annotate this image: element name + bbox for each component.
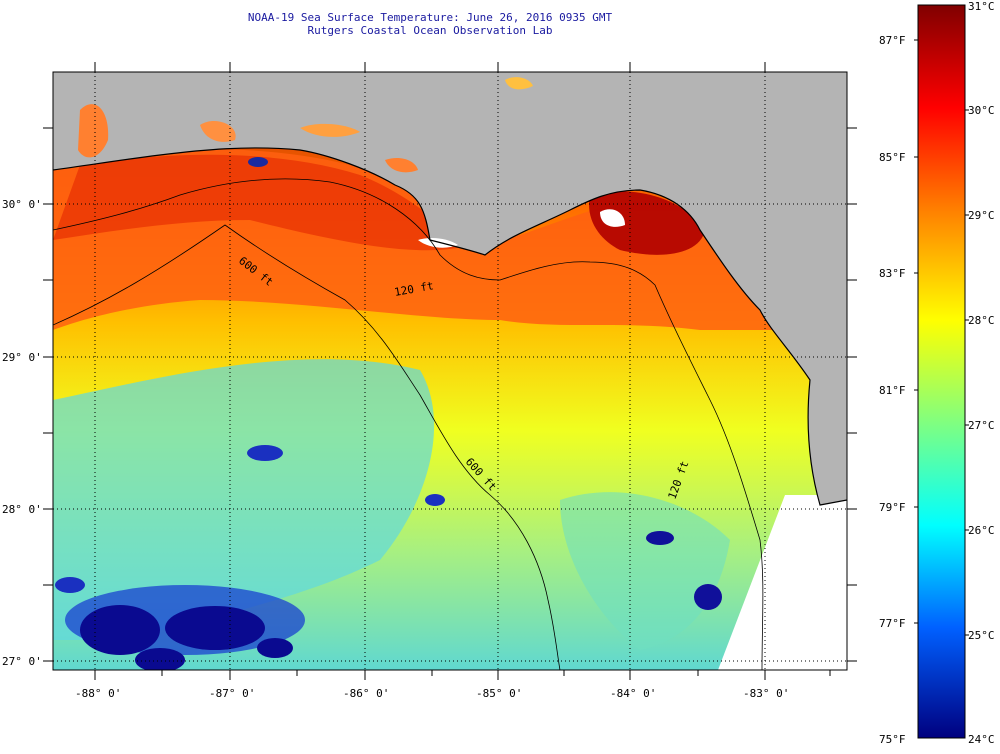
bay-water <box>78 104 109 158</box>
bay-water <box>200 120 236 142</box>
lat-label: 28° 0' <box>2 503 42 516</box>
bay-water <box>505 77 533 90</box>
colorbar-ticks <box>914 39 969 636</box>
colorbar-celsius-label: 31°C <box>968 0 995 13</box>
colorbar-celsius-label: 26°C <box>968 524 995 537</box>
cold-patch <box>55 577 85 593</box>
colorbar-fahrenheit-label: 83°F <box>879 267 906 280</box>
lon-label: -85° 0' <box>476 687 522 700</box>
colorbar-fahrenheit-label: 87°F <box>879 34 906 47</box>
hot-coastal-band <box>53 154 470 251</box>
lon-label: -84° 0' <box>610 687 656 700</box>
cold-patch <box>257 638 293 658</box>
no-data-swath <box>718 495 847 670</box>
lon-label: -88° 0' <box>75 687 121 700</box>
tick-marks <box>43 62 857 680</box>
colorbar-celsius-label: 28°C <box>968 314 995 327</box>
cool-patch-east <box>560 492 730 650</box>
no-data-patch <box>600 209 625 227</box>
bay-water <box>300 123 360 137</box>
colorbar-celsius-label: 24°C <box>968 733 995 746</box>
no-data-patch <box>418 237 458 248</box>
cold-patch <box>646 531 674 545</box>
lat-label: 27° 0' <box>2 655 42 668</box>
map-subtitle: Rutgers Coastal Ocean Observation Lab <box>307 24 553 37</box>
cold-patch <box>135 648 185 670</box>
colorbar-fahrenheit-label: 79°F <box>879 501 906 514</box>
graticule <box>53 72 847 670</box>
cold-patch <box>80 605 160 655</box>
colorbar-celsius-label: 27°C <box>968 419 995 432</box>
colorbar-celsius-label: 25°C <box>968 629 995 642</box>
cool-offshore-area <box>53 359 435 640</box>
colorbar-celsius-label: 30°C <box>968 104 995 117</box>
bay-water <box>385 158 418 173</box>
lat-label: 29° 0' <box>2 351 42 364</box>
big-bend-hot-patch <box>589 191 705 255</box>
isobath-600ft <box>53 224 561 670</box>
coastline <box>53 147 847 506</box>
colorbar-fahrenheit-label: 75°F <box>879 733 906 746</box>
colorbar-fahrenheit-label: 77°F <box>879 617 906 630</box>
cold-patch <box>165 606 265 650</box>
lat-label: 30° 0' <box>2 198 42 211</box>
lon-label: -83° 0' <box>743 687 789 700</box>
colorbar-fahrenheit-label: 85°F <box>879 151 906 164</box>
isobath-120ft <box>53 178 764 670</box>
plot-frame <box>52 71 848 671</box>
lon-label: -87° 0' <box>209 687 255 700</box>
colorbar <box>917 4 966 739</box>
colorbar-fahrenheit-label: 81°F <box>879 384 906 397</box>
map-title: NOAA-19 Sea Surface Temperature: June 26… <box>247 11 613 24</box>
cold-patch <box>248 157 268 167</box>
land-mass <box>53 72 847 505</box>
cold-patch <box>247 445 283 461</box>
lon-label: -86° 0' <box>343 687 389 700</box>
colorbar-celsius-label: 29°C <box>968 209 995 222</box>
cold-patch <box>694 584 722 610</box>
cold-patch <box>425 494 445 506</box>
